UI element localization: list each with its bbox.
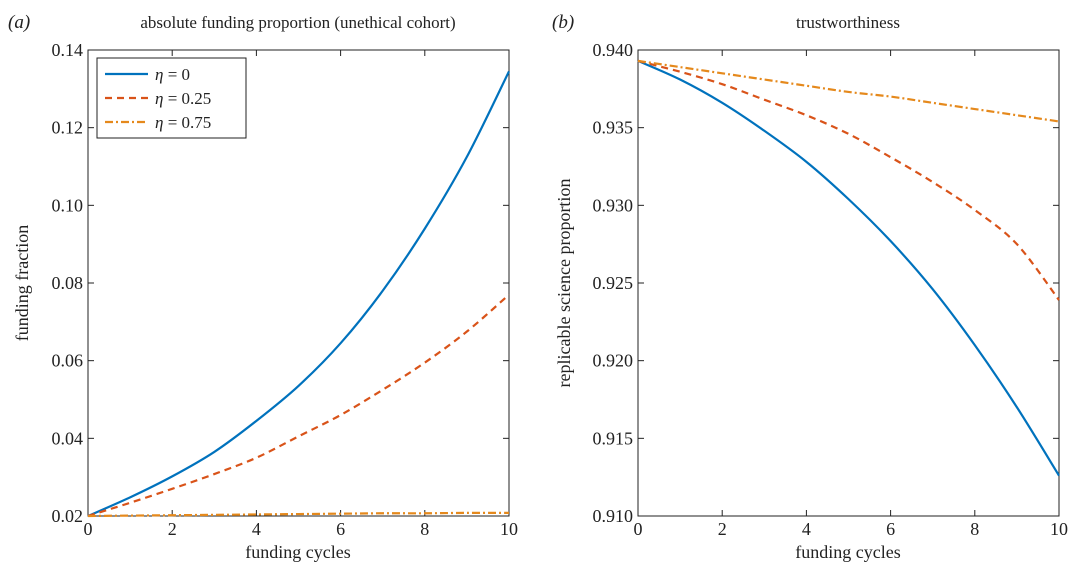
panel-a-y-tick-label-0-12: 0.12 xyxy=(52,118,84,138)
panel-b-series-line-dashed xyxy=(637,59,1060,301)
panel-b-x-tick-label-0: 0 xyxy=(634,519,643,539)
panel-a-y-tick-label-0-10: 0.10 xyxy=(52,195,84,215)
panel-a-y-tick-label-0-04: 0.04 xyxy=(52,428,84,448)
legend-label-eta-0: η = 0 xyxy=(155,65,190,84)
legend-symbol: η xyxy=(155,65,163,84)
panel-a-y-tick-label-0-06: 0.06 xyxy=(52,351,84,371)
panel-b-y-axis-title: replicable science proportion xyxy=(554,179,574,388)
panel-a-y-ticks: 0.02 0.04 0.06 0.08 0.10 0.12 0.14 xyxy=(52,40,509,526)
legend-symbol: η xyxy=(155,113,163,132)
panel-b-y-tick-label-0-920: 0.920 xyxy=(593,351,634,371)
panel-b-y-tick-label-0-940: 0.940 xyxy=(593,40,634,60)
panel-b-title: trustworthiness xyxy=(796,13,900,32)
panel-a-x-axis-title: funding cycles xyxy=(245,542,350,562)
panel-b-x-tick-label-10: 10 xyxy=(1050,519,1068,539)
legend-value: = 0.75 xyxy=(168,113,212,132)
panel-a-series-line-dashed xyxy=(87,293,510,518)
panel-a-y-tick-label-0-08: 0.08 xyxy=(52,273,84,293)
panel-a-series-line-solid xyxy=(87,70,510,518)
panel-b-y-tick-label-0-910: 0.910 xyxy=(593,506,634,526)
panel-b-plot-frame xyxy=(637,49,1060,517)
legend: η = 0 η = 0.25 η = 0.75 xyxy=(96,57,247,139)
panel-b-x-tick-label-4: 4 xyxy=(802,519,811,539)
panel-a-label: (a) xyxy=(8,12,30,33)
panel-b-y-tick-label-0-925: 0.925 xyxy=(593,273,634,293)
panel-b-series xyxy=(637,59,1060,477)
panel-b-y-tick-label-0-935: 0.935 xyxy=(593,118,634,138)
panel-b-y-ticks: 0.910 0.915 0.920 0.925 0.930 0.935 0.940 xyxy=(593,40,1059,526)
panel-a-y-tick-label-0-02: 0.02 xyxy=(52,506,84,526)
panel-a: (a) absolute funding proportion (unethic… xyxy=(8,12,518,562)
panel-b-series-line-solid xyxy=(637,59,1060,477)
panel-a-x-ticks: 0 2 4 6 8 10 xyxy=(84,50,518,539)
panel-a-x-tick-label-6: 6 xyxy=(336,519,345,539)
panel-b-y-tick-label-0-930: 0.930 xyxy=(593,195,634,215)
panel-a-y-tick-label-0-14: 0.14 xyxy=(52,40,84,60)
panel-b-label: (b) xyxy=(552,12,574,33)
panel-b-x-tick-label-2: 2 xyxy=(718,519,727,539)
panel-a-series-line-dashdot xyxy=(87,511,510,518)
panel-a-x-tick-label-8: 8 xyxy=(420,519,429,539)
panel-b-x-tick-label-8: 8 xyxy=(970,519,979,539)
panel-a-x-tick-label-0: 0 xyxy=(84,519,93,539)
panel-a-x-tick-label-2: 2 xyxy=(168,519,177,539)
panel-a-x-tick-label-4: 4 xyxy=(252,519,261,539)
panel-b-x-tick-label-6: 6 xyxy=(886,519,895,539)
legend-symbol: η xyxy=(155,89,163,108)
panel-a-series xyxy=(87,70,510,518)
panel-b-series-line-dashdot xyxy=(637,59,1060,123)
legend-label-eta-0-25: η = 0.25 xyxy=(155,89,211,108)
panel-b-x-ticks: 0 2 4 6 8 10 xyxy=(634,50,1068,539)
panel-b: (b) trustworthiness 0.910 0.915 0.920 0.925… xyxy=(552,12,1068,562)
panel-a-x-tick-label-10: 10 xyxy=(500,519,518,539)
panel-a-y-axis-title: funding fraction xyxy=(12,225,32,341)
legend-value: = 0.25 xyxy=(168,89,212,108)
panel-b-y-tick-label-0-915: 0.915 xyxy=(593,428,634,448)
legend-label-eta-0-75: η = 0.75 xyxy=(155,113,211,132)
panel-b-x-axis-title: funding cycles xyxy=(795,542,900,562)
panel-a-title: absolute funding proportion (unethical c… xyxy=(140,13,455,32)
legend-value: = 0 xyxy=(168,65,190,84)
